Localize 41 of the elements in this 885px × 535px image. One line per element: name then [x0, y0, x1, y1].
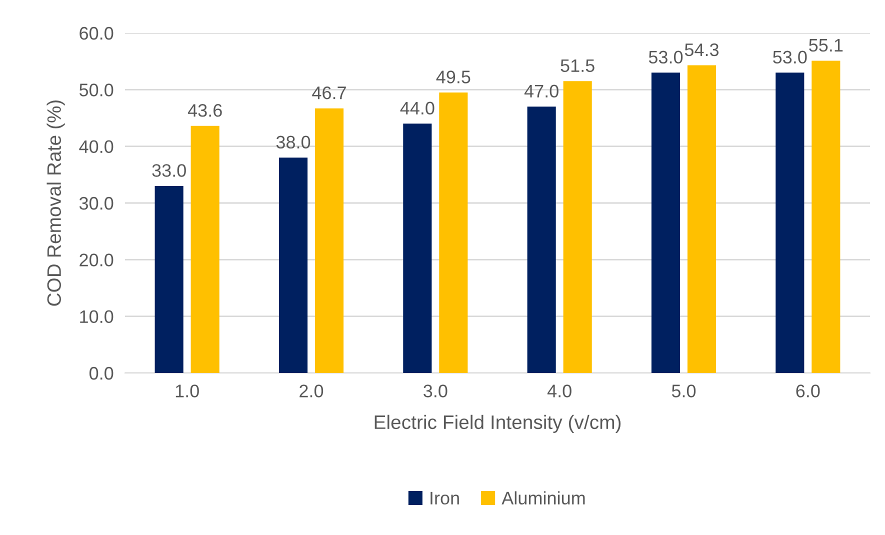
x-axis-title: Electric Field Intensity (v/cm): [374, 414, 621, 433]
bar: [403, 124, 432, 373]
y-tick-label: 60.0: [80, 26, 114, 40]
y-tick-label: 50.0: [79, 84, 114, 96]
data-label: 33.0: [152, 164, 186, 177]
data-label: 53.0: [648, 50, 683, 64]
x-tick-label: 5.0: [672, 384, 696, 398]
bar: [812, 60, 840, 373]
x-tick-label: 6.0: [796, 384, 820, 398]
x-tick-label: 1.0: [176, 384, 199, 398]
y-tick-label: 10.0: [80, 310, 114, 324]
bar: [314, 108, 344, 373]
data-label: 46.7: [312, 86, 346, 100]
y-tick-label: 30.0: [79, 196, 114, 210]
x-tick-label: 2.0: [300, 384, 324, 398]
bar: [439, 92, 468, 373]
y-tick-label: 40.0: [79, 140, 114, 154]
bar: [563, 81, 592, 373]
data-label: 44.0: [400, 102, 434, 115]
bar: [190, 126, 220, 373]
bar: [154, 186, 184, 373]
y-tick-label: 0.0: [89, 366, 114, 380]
data-label: 43.6: [188, 104, 222, 117]
bar: [527, 106, 556, 373]
bar: [776, 72, 804, 373]
y-tick-label: 20.0: [80, 254, 114, 266]
data-label: 38.0: [276, 136, 310, 149]
legend-label: Iron: [430, 492, 459, 505]
data-label: 47.0: [524, 84, 558, 98]
bar: [687, 65, 716, 373]
data-label: 49.5: [436, 70, 470, 84]
data-label: 53.0: [773, 50, 807, 64]
legend-label: Aluminium: [502, 491, 585, 505]
y-axis-title: COD Removal Rate (%): [46, 100, 65, 306]
x-tick-label: 4.0: [547, 384, 572, 398]
data-label: 55.1: [809, 39, 843, 52]
data-label: 51.5: [560, 59, 594, 72]
bar: [278, 158, 308, 373]
data-label: 54.3: [684, 43, 719, 56]
bar: [651, 72, 680, 373]
x-tick-label: 3.0: [424, 384, 448, 398]
